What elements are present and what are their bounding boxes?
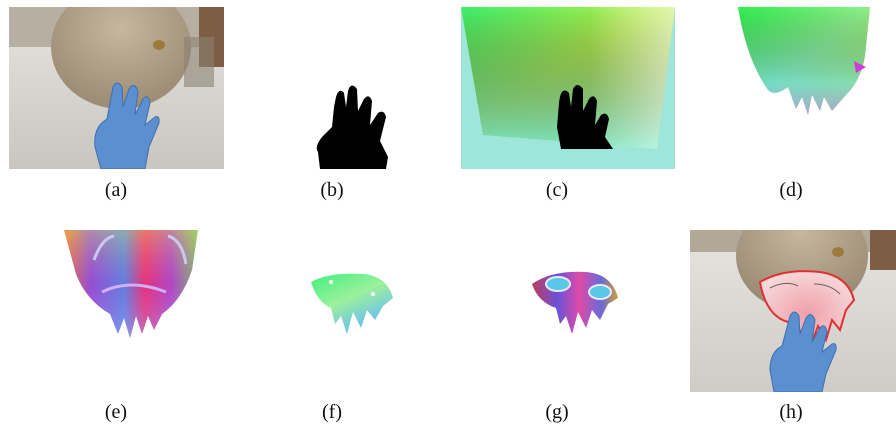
caption-d: (d) — [779, 179, 803, 201]
panel-e-normal-map — [62, 230, 200, 340]
hand-mask-shape — [316, 85, 388, 169]
panel-c-coordinate-map — [461, 7, 675, 169]
caption-h: (h) — [779, 401, 803, 423]
panel-a-rgb-photo — [9, 7, 224, 169]
panel-g-contact-normals — [530, 270, 620, 336]
caption-f: (f) — [322, 401, 342, 423]
panel-f-contact-coordinates — [309, 272, 395, 336]
caption-e: (e) — [104, 401, 128, 423]
caption-c: (c) — [545, 179, 569, 201]
panel-d-face-surface — [736, 7, 876, 127]
caption-g: (g) — [545, 401, 569, 423]
caption-b: (b) — [320, 179, 344, 201]
caption-a: (a) — [104, 179, 128, 201]
panel-h-contact-overlay — [690, 230, 896, 392]
contact-contour — [758, 270, 856, 351]
panel-b-hand-mask — [236, 7, 426, 169]
